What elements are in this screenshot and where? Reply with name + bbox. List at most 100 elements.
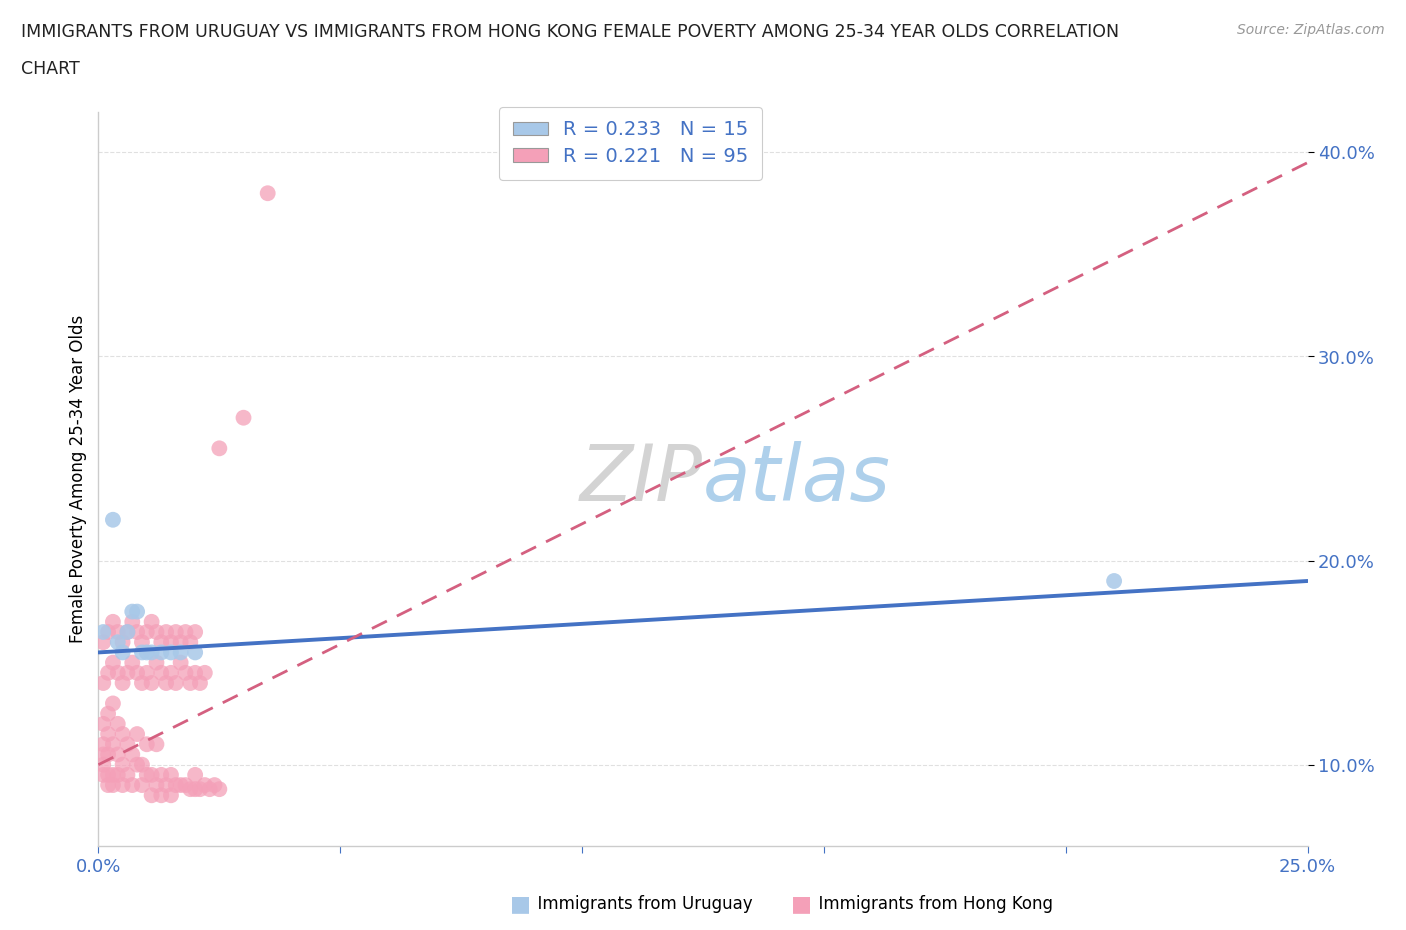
Point — [184, 665, 207, 680]
Point — [141, 615, 163, 630]
Point — [101, 512, 124, 527]
Point — [97, 726, 120, 741]
Point — [150, 767, 173, 782]
Point — [256, 186, 278, 201]
Point — [141, 675, 163, 690]
Text: Source: ZipAtlas.com: Source: ZipAtlas.com — [1237, 23, 1385, 37]
Point — [91, 625, 114, 640]
Point — [155, 777, 177, 792]
Point — [135, 625, 157, 640]
Point — [107, 767, 129, 782]
Text: IMMIGRANTS FROM URUGUAY VS IMMIGRANTS FROM HONG KONG FEMALE POVERTY AMONG 25-34 : IMMIGRANTS FROM URUGUAY VS IMMIGRANTS FR… — [21, 23, 1119, 41]
Point — [117, 737, 139, 751]
Point — [121, 604, 143, 619]
Point — [117, 767, 139, 782]
Point — [169, 777, 191, 792]
Point — [208, 441, 231, 456]
Point — [101, 696, 124, 711]
Point — [155, 675, 177, 690]
Point — [107, 635, 129, 650]
Point — [174, 625, 197, 640]
Point — [188, 675, 211, 690]
Point — [97, 665, 120, 680]
Point — [131, 645, 153, 660]
Point — [160, 645, 183, 660]
Point — [107, 625, 129, 640]
Point — [101, 656, 124, 671]
Point — [111, 645, 134, 660]
Point — [179, 782, 201, 797]
Point — [160, 665, 183, 680]
Point — [111, 635, 134, 650]
Point — [184, 625, 207, 640]
Point — [91, 635, 114, 650]
Point — [208, 782, 231, 797]
Point — [111, 777, 134, 792]
Point — [184, 645, 207, 660]
Point — [97, 777, 120, 792]
Text: Immigrants from Uruguay: Immigrants from Uruguay — [527, 895, 752, 913]
Point — [111, 757, 134, 772]
Point — [141, 788, 163, 803]
Y-axis label: Female Poverty Among 25-34 Year Olds: Female Poverty Among 25-34 Year Olds — [69, 315, 87, 643]
Text: CHART: CHART — [21, 60, 80, 78]
Point — [127, 726, 149, 741]
Point — [188, 782, 211, 797]
Point — [91, 757, 114, 772]
Point — [97, 706, 120, 721]
Point — [107, 665, 129, 680]
Point — [97, 625, 120, 640]
Point — [160, 788, 183, 803]
Point — [160, 767, 183, 782]
Point — [131, 675, 153, 690]
Point — [141, 645, 163, 660]
Point — [107, 747, 129, 762]
Text: atlas: atlas — [703, 441, 891, 517]
Point — [194, 777, 217, 792]
Point — [131, 757, 153, 772]
Point — [174, 777, 197, 792]
Point — [145, 777, 167, 792]
Point — [141, 767, 163, 782]
Point — [91, 737, 114, 751]
Point — [194, 665, 217, 680]
Point — [204, 777, 226, 792]
Point — [97, 747, 120, 762]
Point — [111, 726, 134, 741]
Point — [121, 747, 143, 762]
Point — [145, 625, 167, 640]
Point — [91, 767, 114, 782]
Point — [165, 675, 187, 690]
Point — [121, 615, 143, 630]
Point — [160, 635, 183, 650]
Point — [1102, 574, 1125, 589]
Point — [165, 625, 187, 640]
Point — [91, 747, 114, 762]
Point — [97, 767, 120, 782]
Point — [117, 665, 139, 680]
Point — [169, 656, 191, 671]
Point — [127, 625, 149, 640]
Point — [135, 737, 157, 751]
Point — [121, 777, 143, 792]
Point — [135, 665, 157, 680]
Point — [198, 782, 221, 797]
Text: ■: ■ — [792, 894, 811, 914]
Point — [131, 777, 153, 792]
Point — [101, 737, 124, 751]
Point — [145, 656, 167, 671]
Point — [127, 665, 149, 680]
Point — [117, 625, 139, 640]
Text: Immigrants from Hong Kong: Immigrants from Hong Kong — [808, 895, 1053, 913]
Point — [117, 625, 139, 640]
Point — [169, 645, 191, 660]
Point — [111, 675, 134, 690]
Point — [179, 635, 201, 650]
Point — [121, 656, 143, 671]
Text: ■: ■ — [510, 894, 530, 914]
Point — [155, 625, 177, 640]
Point — [169, 635, 191, 650]
Point — [135, 645, 157, 660]
Legend: R = 0.233   N = 15, R = 0.221   N = 95: R = 0.233 N = 15, R = 0.221 N = 95 — [499, 107, 762, 179]
Point — [179, 675, 201, 690]
